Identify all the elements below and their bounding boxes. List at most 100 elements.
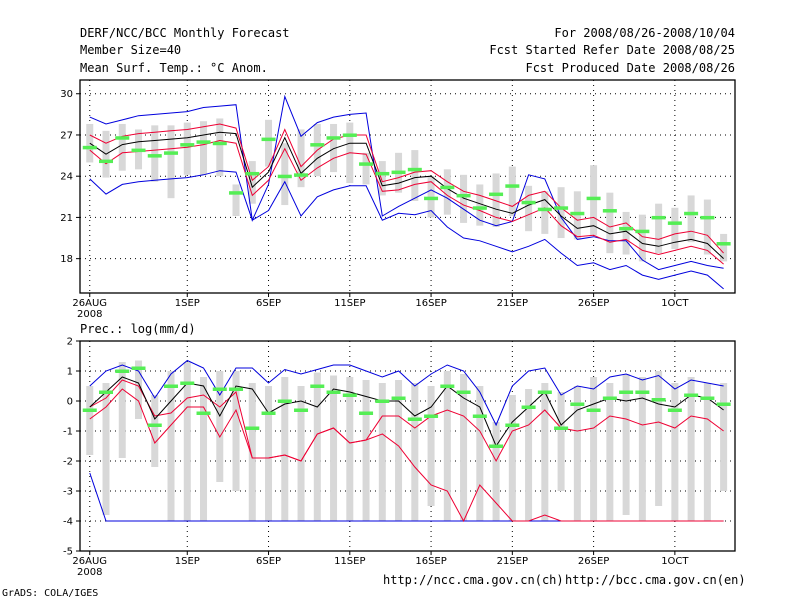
prec-ytick-label: -5 [63, 547, 73, 558]
temp-range-box [216, 118, 224, 177]
temp-median-mark [375, 171, 390, 176]
prec-max-line [89, 359, 724, 427]
prec-median-mark [147, 423, 162, 427]
prec-range-box [313, 372, 321, 521]
temp-range-box [525, 185, 533, 232]
temp-range-box [655, 203, 663, 254]
prec-median-mark [99, 390, 114, 394]
temp-range-box [86, 123, 94, 163]
prec-range-box [330, 375, 338, 521]
prec-median-mark [212, 387, 227, 391]
temp-xtick-label: 6SEP [256, 298, 281, 309]
prec-median-mark [180, 381, 195, 385]
prec-lower-quartile-line [89, 388, 724, 523]
prec-range-box [135, 360, 143, 419]
prec-range-box [297, 386, 305, 521]
prec-median-mark [635, 390, 650, 394]
prec-xtick-label: 11SEP [334, 556, 365, 567]
prec-ytick-label: -4 [63, 517, 73, 528]
temp-upper-quartile-line [89, 123, 724, 254]
temp-median-mark [212, 141, 227, 146]
temp-median-mark [99, 159, 114, 164]
temp-range-box [606, 192, 614, 254]
grads-credit: GrADS: COLA/IGES [2, 588, 99, 599]
temp-median-mark [716, 242, 731, 246]
prec-upper-quartile-line [89, 379, 724, 463]
prec-median-mark [164, 384, 179, 388]
temp-range-box [265, 119, 273, 167]
prec-median-mark [294, 408, 309, 412]
temp-median-mark [619, 226, 634, 231]
temp-median-mark [326, 136, 341, 140]
temp-median-mark [82, 145, 97, 150]
temp-xtick-label: 1SEP [175, 298, 200, 309]
prec-median-mark [310, 384, 325, 388]
prec-median-mark [82, 408, 97, 412]
temp-range-box [183, 122, 191, 175]
temp-range-box [508, 166, 516, 217]
prec-range-box [118, 362, 126, 458]
prec-range-box [638, 377, 646, 521]
prec-range-box [151, 395, 159, 467]
temp-median-mark [261, 137, 276, 142]
prec-median-mark [505, 423, 520, 427]
temp-median-mark [391, 170, 406, 175]
prec-range-box [460, 374, 468, 521]
prec-median-mark [667, 408, 682, 412]
temp-range-box [638, 214, 646, 262]
temp-range-box [541, 191, 549, 234]
prec-median-mark [375, 399, 390, 403]
prec-range-box [590, 377, 598, 521]
prec-range-box [541, 383, 549, 521]
temp-xtick-label: 11SEP [334, 298, 365, 309]
temp-median-mark [554, 206, 569, 210]
prec-range-box [281, 377, 289, 521]
prec-median-mark [651, 398, 666, 402]
prec-ytick-label: -2 [63, 457, 73, 468]
temp-median-mark [602, 209, 617, 213]
prec-median-mark [245, 426, 260, 430]
temp-range-box [118, 123, 126, 171]
temp-range-box [167, 125, 175, 199]
prec-median-mark [342, 393, 357, 397]
temp-lower-quartile-line [89, 139, 724, 265]
prec-range-box [557, 392, 565, 491]
temp-median-mark [635, 229, 650, 234]
temp-median-mark [180, 143, 195, 147]
temp-range-box [248, 161, 256, 204]
prec-frame [79, 340, 736, 552]
prec-median-mark [619, 390, 634, 394]
temp-median-mark [684, 211, 699, 216]
prec-range-box [411, 383, 419, 521]
footer-url-ch[interactable]: http://ncc.cma.gov.cn(ch) [383, 573, 564, 587]
prec-median-mark [521, 405, 536, 409]
start-date: Fcst Started Refer Date 2008/08/25 [489, 43, 735, 57]
variable-label: Mean Surf. Temp.: °C Anom. [80, 61, 268, 75]
temp-median-mark [456, 193, 471, 198]
prec-range-box [671, 383, 679, 521]
temp-range-box [297, 129, 305, 188]
temp-median-mark [229, 191, 244, 195]
prec-xtick-label: 21SEP [497, 556, 528, 567]
prec-range-box [703, 383, 711, 521]
temp-range-box [330, 123, 338, 173]
temp-median-mark [505, 184, 520, 188]
temp-median-mark [164, 151, 179, 155]
temp-median-mark [537, 207, 552, 212]
prec-range-box [346, 377, 354, 521]
temp-range-box [720, 233, 728, 262]
temp-min-line [89, 170, 724, 290]
temp-median-mark [245, 171, 260, 176]
footer-url-en[interactable]: http://bcc.cma.gov.cn(en) [565, 573, 746, 587]
temp-median-mark [310, 143, 325, 147]
prec-range-box [492, 422, 500, 521]
temp-panel: 18 21 24 27 30 26AUG 1SEP 6SEP 11SEP 16SEP 21SEP 26… [60, 79, 736, 320]
prec-median-mark [391, 396, 406, 400]
prec-median-mark [261, 411, 276, 415]
temp-median-mark [424, 196, 439, 201]
temp-frame [79, 79, 736, 294]
temp-range-box [703, 199, 711, 255]
prec-range-box [86, 386, 94, 455]
temp-max-line [89, 94, 724, 271]
prec-range-box [573, 386, 581, 521]
